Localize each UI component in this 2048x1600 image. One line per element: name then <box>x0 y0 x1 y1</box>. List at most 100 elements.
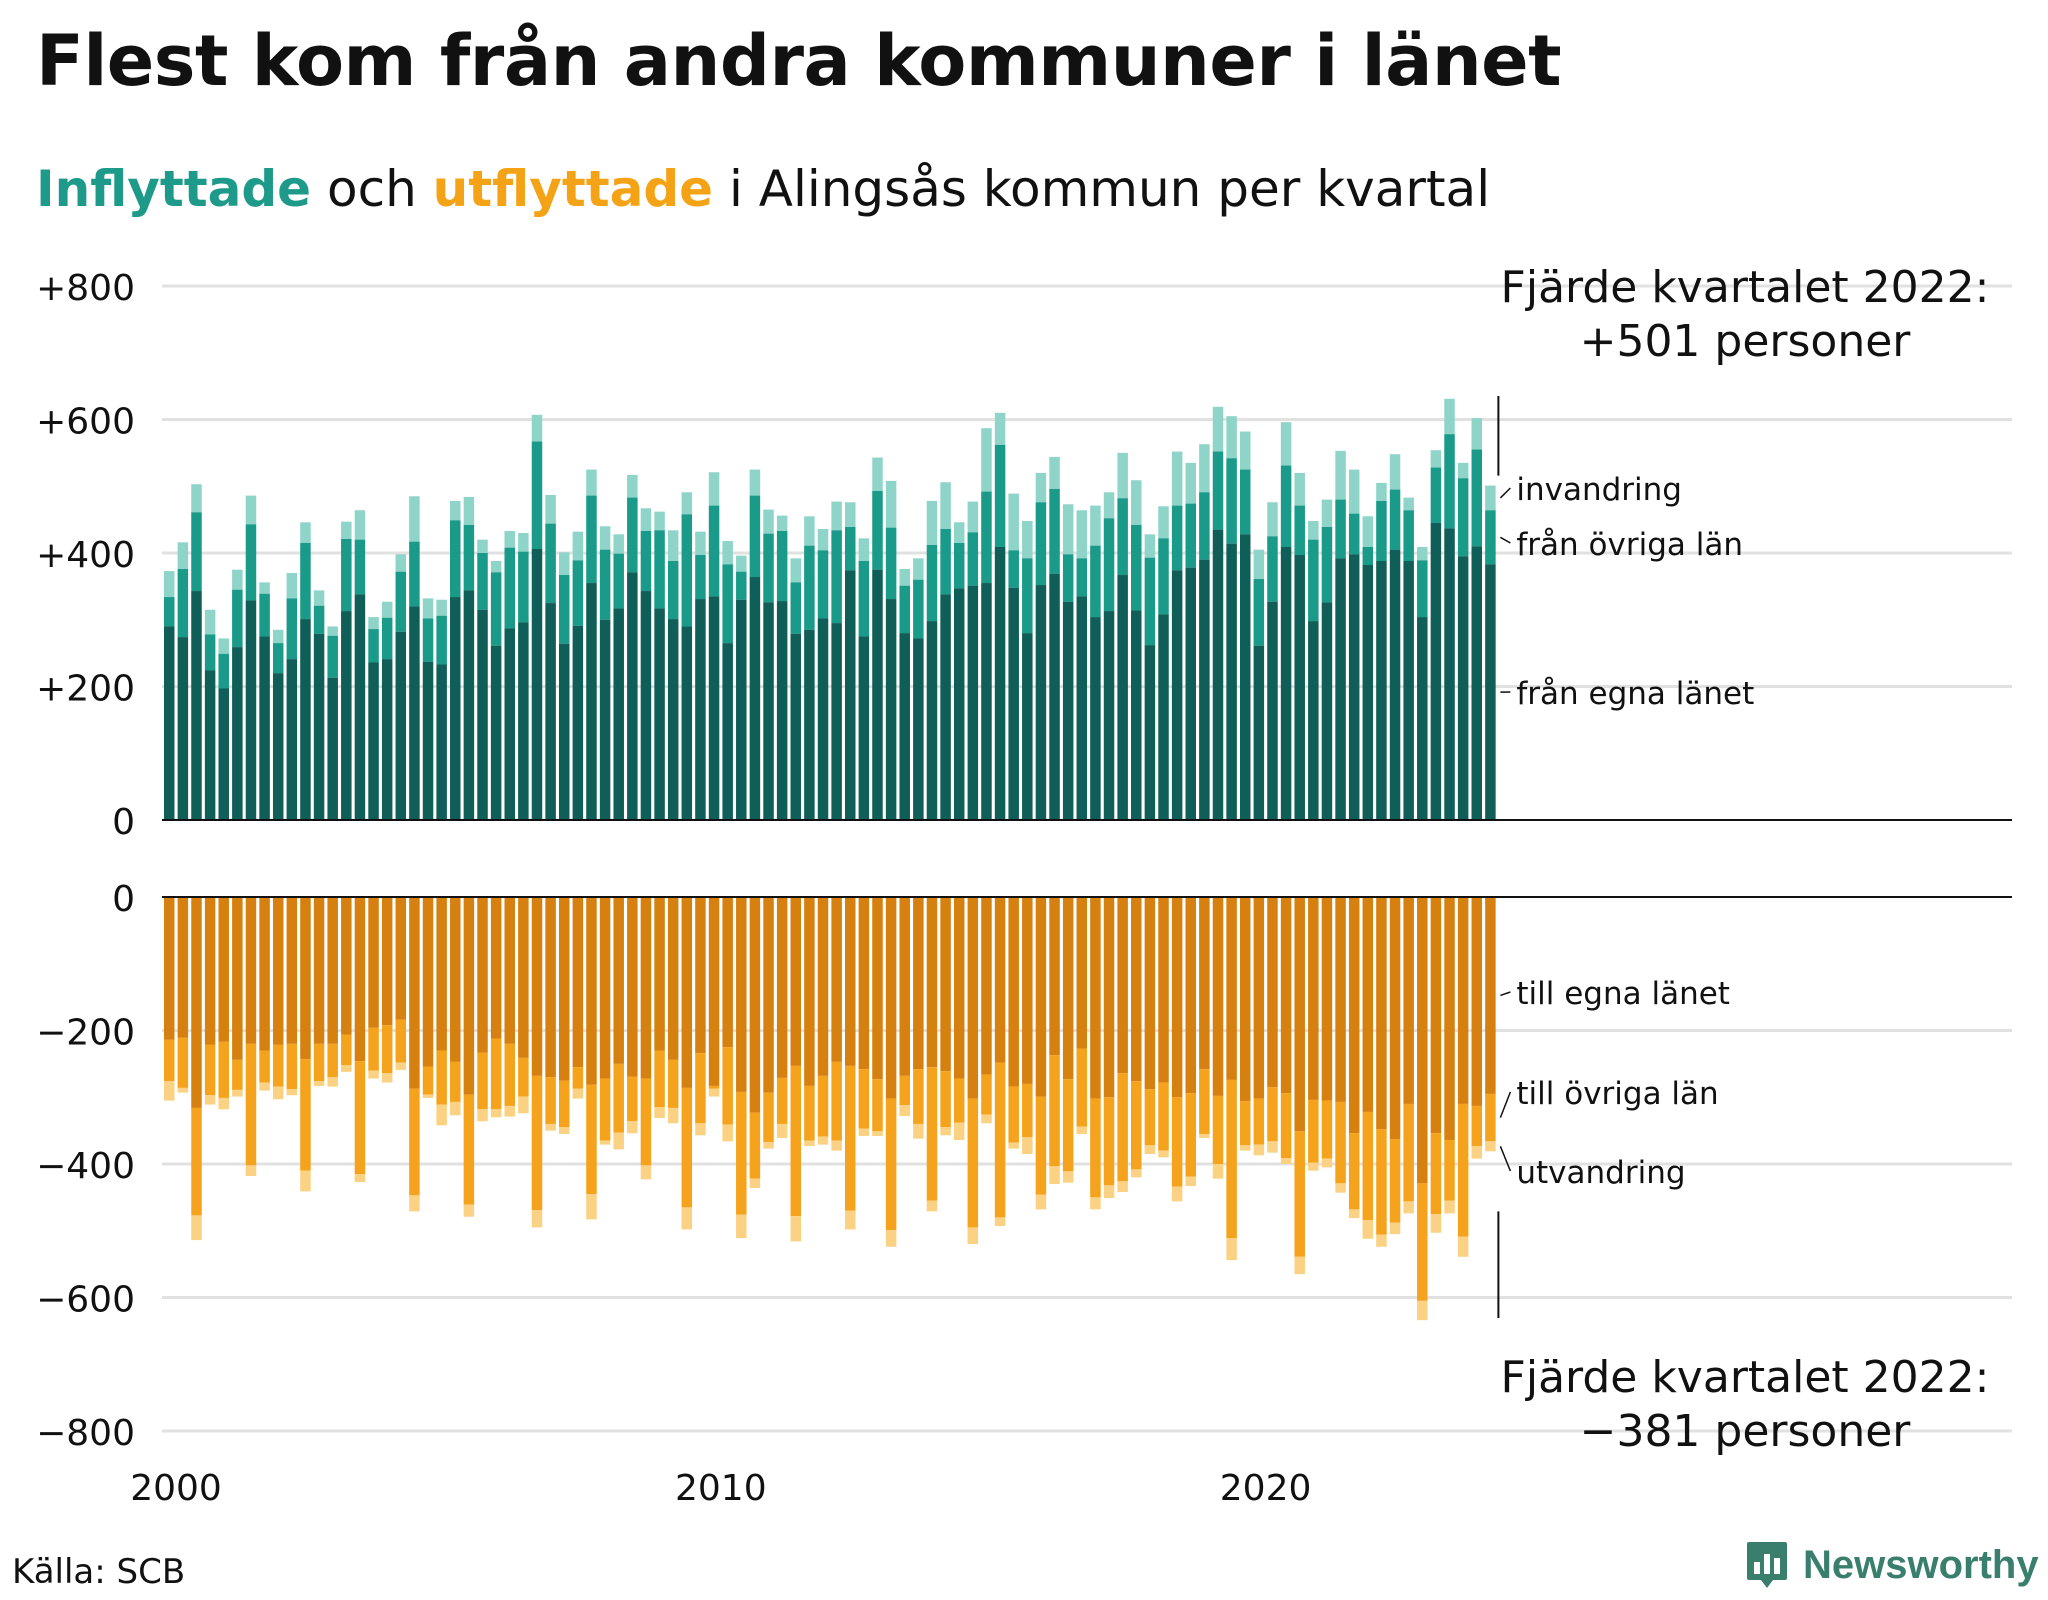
bar-in-egna <box>1403 561 1414 820</box>
bar-in-egna <box>613 608 624 820</box>
bar-out-ovriga <box>1430 1133 1442 1215</box>
bar-in-ovriga <box>272 643 284 674</box>
bar-out-ovriga <box>899 1075 910 1106</box>
bar-in-invandring <box>204 609 216 635</box>
bar-out-egna <box>1335 897 1346 1102</box>
bar-out-utvandring <box>1308 1162 1319 1171</box>
y-tick-label-top: 0 <box>112 802 135 843</box>
bar-in-ovriga <box>518 551 529 623</box>
bar-out-egna <box>858 897 870 1070</box>
bar-in-ovriga <box>926 544 938 622</box>
bar-out-utvandring <box>885 1230 897 1247</box>
bar-in-egna <box>354 594 366 820</box>
bar-out-utvandring <box>1430 1214 1442 1233</box>
bar-in-ovriga <box>354 539 366 595</box>
bar-out-utvandring <box>164 1081 175 1101</box>
y-tick-label-bottom: −400 <box>36 1146 135 1187</box>
bar-out-ovriga <box>1212 1095 1224 1164</box>
bar-in-ovriga <box>313 605 325 634</box>
bar-out-utvandring <box>776 1123 788 1138</box>
bar-in-egna <box>204 670 216 820</box>
bar-out-ovriga <box>640 1078 652 1166</box>
bar-in-egna <box>1321 602 1333 820</box>
bar-in-egna <box>1062 601 1074 820</box>
bar-out-utvandring <box>327 1077 338 1087</box>
bar-out-egna <box>218 897 229 1042</box>
bar-out-utvandring <box>341 1065 352 1072</box>
bar-out-egna <box>1267 897 1278 1088</box>
bar-in-egna <box>872 569 883 820</box>
series-label-bottom: utvandring <box>1516 1155 1685 1191</box>
y-tick-label-top: +800 <box>36 268 135 309</box>
bar-out-utvandring <box>381 1073 393 1083</box>
bar-in-egna <box>749 577 761 820</box>
bar-in-egna <box>599 619 611 820</box>
bar-in-egna <box>1090 617 1101 820</box>
bar-in-ovriga <box>191 512 202 592</box>
bar-out-egna <box>368 897 379 1028</box>
series-label-leader-bottom <box>1499 1146 1512 1172</box>
bar-out-egna <box>422 897 434 1067</box>
bar-in-ovriga <box>940 528 951 595</box>
bar-out-ovriga <box>1103 1097 1115 1186</box>
bar-out-utvandring <box>177 1087 189 1093</box>
bar-out-utvandring <box>300 1170 311 1192</box>
bar-out-ovriga <box>940 1071 951 1128</box>
bar-in-invandring <box>804 516 815 546</box>
bar-in-egna <box>790 633 802 820</box>
bar-in-ovriga <box>463 524 475 591</box>
bar-in-ovriga <box>381 617 393 660</box>
bar-out-egna <box>899 897 910 1076</box>
bar-out-egna <box>409 897 420 1089</box>
bar-in-ovriga <box>545 523 556 604</box>
series-label-bottom: till övriga län <box>1516 1076 1718 1112</box>
bar-out-ovriga <box>436 1050 447 1105</box>
annotation-bottom-line1: Fjärde kvartalet 2022: <box>1501 1352 1990 1403</box>
bar-out-ovriga <box>572 1067 584 1089</box>
bar-out-egna <box>1103 897 1115 1098</box>
bar-out-ovriga <box>913 1069 924 1124</box>
y-tick-label-top: +200 <box>36 669 135 710</box>
bar-in-ovriga <box>327 635 338 678</box>
bar-out-egna <box>804 897 815 1086</box>
bar-out-utvandring <box>1185 1176 1196 1187</box>
bar-out-egna <box>259 897 270 1051</box>
bar-out-ovriga <box>776 1077 788 1124</box>
bar-out-ovriga <box>177 1037 189 1088</box>
bar-in-invandring <box>1485 485 1496 511</box>
bar-out-egna <box>831 897 842 1062</box>
bar-out-utvandring <box>1267 1141 1278 1153</box>
bar-out-utvandring <box>1144 1145 1156 1154</box>
bar-out-ovriga <box>872 1079 883 1132</box>
bar-out-ovriga <box>531 1075 543 1211</box>
bar-out-ovriga <box>845 1065 856 1211</box>
bar-in-egna <box>1035 585 1047 820</box>
bar-out-utvandring <box>981 1114 992 1124</box>
bar-out-egna <box>1253 897 1265 1099</box>
bar-in-ovriga <box>204 634 216 671</box>
bar-in-invandring <box>994 412 1006 445</box>
bar-in-invandring <box>1117 452 1128 499</box>
bar-out-utvandring <box>232 1089 243 1097</box>
bar-out-egna <box>749 897 761 1113</box>
bar-out-ovriga <box>1417 1183 1428 1301</box>
bar-in-egna <box>1131 610 1142 820</box>
bar-out-utvandring <box>1212 1164 1224 1179</box>
bar-out-egna <box>327 897 338 1044</box>
bar-out-utvandring <box>1131 1169 1142 1178</box>
bar-in-egna <box>232 647 243 820</box>
bar-in-egna <box>1226 543 1237 820</box>
bar-in-invandring <box>1035 472 1047 503</box>
bar-out-egna <box>627 897 638 1077</box>
bar-in-egna <box>327 677 338 820</box>
bar-in-egna <box>463 590 475 820</box>
bar-in-invandring <box>300 522 311 543</box>
bar-out-utvandring <box>763 1141 774 1149</box>
bar-in-egna <box>1308 621 1319 820</box>
bar-out-utvandring <box>1457 1236 1469 1257</box>
bar-in-egna <box>422 661 434 820</box>
bar-out-egna <box>1008 897 1019 1087</box>
bar-out-egna <box>1471 897 1483 1106</box>
bar-in-invandring <box>1430 450 1442 468</box>
bar-in-ovriga <box>1376 500 1387 562</box>
